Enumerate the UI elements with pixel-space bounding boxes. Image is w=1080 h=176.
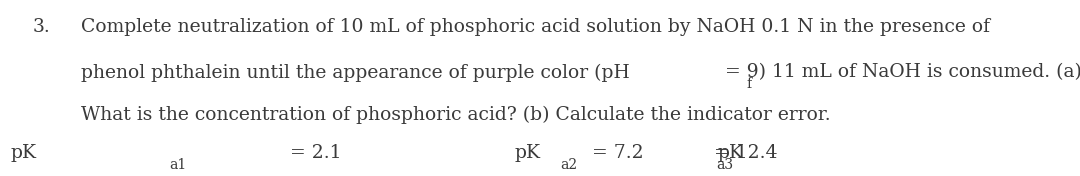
Text: a3: a3: [717, 158, 733, 172]
Text: a1: a1: [170, 158, 187, 172]
Text: = 9) 11 mL of NaOH is consumed. (a): = 9) 11 mL of NaOH is consumed. (a): [718, 63, 1080, 81]
Text: Complete neutralization of 10 mL of phosphoric acid solution by NaOH 0.1 N in th: Complete neutralization of 10 mL of phos…: [81, 18, 990, 36]
Text: = 12.4: = 12.4: [707, 144, 778, 162]
Text: = 7.2: = 7.2: [586, 144, 644, 162]
Text: f: f: [746, 77, 752, 92]
Text: pK: pK: [11, 144, 37, 162]
Text: a2: a2: [561, 158, 577, 172]
Text: 3.: 3.: [32, 18, 50, 36]
Text: What is the concentration of phosphoric acid? (b) Calculate the indicator error.: What is the concentration of phosphoric …: [81, 106, 831, 124]
Text: = 2.1: = 2.1: [284, 144, 341, 162]
Text: pK: pK: [717, 144, 743, 162]
Text: phenol phthalein until the appearance of purple color (pH: phenol phthalein until the appearance of…: [81, 63, 630, 82]
Text: pK: pK: [515, 144, 541, 162]
